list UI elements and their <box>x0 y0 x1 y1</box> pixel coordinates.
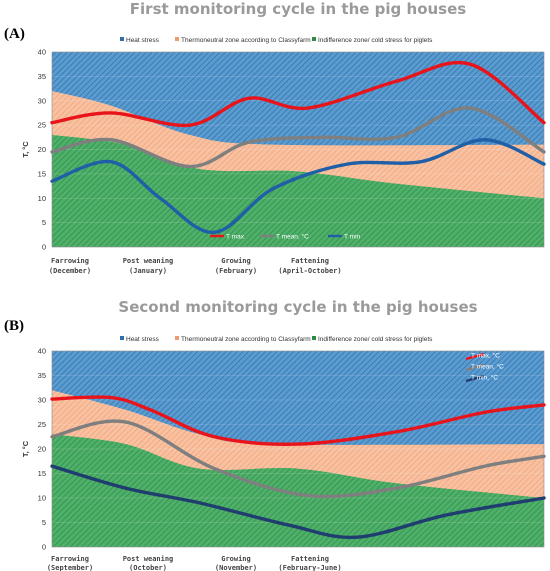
legend-swatch <box>312 336 316 340</box>
legend-swatch <box>175 37 179 41</box>
y-tick-label: 10 <box>38 194 46 203</box>
x-category-sublabel: (April-October) <box>278 267 341 275</box>
legend-label: Thermoneutral zone according to Classyfa… <box>181 336 311 343</box>
y-tick-label: 0 <box>42 543 46 552</box>
x-category-label: Post weaning <box>123 555 174 563</box>
x-category-sublabel: (November) <box>215 564 257 571</box>
y-tick-label: 40 <box>38 48 46 57</box>
chart-title: Second monitoring cycle in the pig house… <box>118 298 477 316</box>
panel-label: (B) <box>4 318 24 334</box>
y-tick-label: 35 <box>38 72 46 81</box>
y-tick-label: 15 <box>38 469 46 478</box>
x-category-label: Growing <box>221 555 251 563</box>
chart-panel-b: Second monitoring cycle in the pig house… <box>4 298 546 571</box>
legend-label: Thermoneutral zone according to Classyfa… <box>181 37 311 44</box>
y-tick-label: 40 <box>38 347 46 356</box>
y-tick-label: 35 <box>38 371 46 380</box>
x-category-sublabel: (January) <box>129 267 167 275</box>
y-tick-label: 30 <box>38 96 46 105</box>
y-axis-label: T, °C <box>21 440 30 457</box>
series-line-t-mean-c <box>50 419 546 499</box>
series-legend-label: T mean, °C <box>471 363 504 371</box>
x-category-label: Farrowing <box>51 257 89 265</box>
series-line-t-min <box>50 138 546 235</box>
x-category-label: Growing <box>221 257 251 265</box>
y-axis-label: T, °C <box>21 141 30 158</box>
x-category-sublabel: (February-June) <box>278 564 341 571</box>
x-category-label: Post weaning <box>123 257 174 265</box>
x-category-sublabel: (February) <box>215 267 257 275</box>
series-legend-swatch <box>465 374 485 383</box>
plot-border <box>51 51 545 248</box>
legend-swatch <box>175 336 179 340</box>
y-tick-label: 5 <box>42 518 46 527</box>
plot-border <box>51 350 545 548</box>
x-category-label: Farrowing <box>51 555 89 563</box>
y-tick-label: 0 <box>42 243 46 252</box>
panel-label: (A) <box>4 26 25 42</box>
legend-swatch <box>120 336 124 340</box>
legend-swatch <box>120 37 124 41</box>
y-tick-label: 20 <box>38 145 46 154</box>
y-tick-label: 15 <box>38 169 46 178</box>
legend-swatch <box>312 37 316 41</box>
legend-label: Indifference zone/ cold stress for pigle… <box>318 336 433 343</box>
series-legend-label: T min, °C <box>471 374 498 382</box>
series-legend-label: T max <box>226 233 245 240</box>
chart-title: First monitoring cycle in the pig houses <box>130 0 467 18</box>
legend-label: Heat stress <box>126 37 160 44</box>
series-line-t-min-c <box>50 464 546 540</box>
series-legend-label: T mean, °C <box>276 232 309 240</box>
y-tick-label: 25 <box>38 121 46 130</box>
y-tick-label: 25 <box>38 420 46 429</box>
x-category-label: Fattening <box>291 555 329 563</box>
legend-label: Heat stress <box>126 336 160 343</box>
y-tick-label: 10 <box>38 494 46 503</box>
x-category-label: Fattening <box>291 257 329 265</box>
series-line-t-max-c <box>50 395 546 446</box>
legend-label: Indifference zone/ cold stress for pigle… <box>318 37 433 44</box>
x-category-sublabel: (October) <box>129 564 167 571</box>
indifference-zone <box>52 434 544 547</box>
series-legend-swatch <box>465 352 485 361</box>
x-category-sublabel: (September) <box>47 564 93 571</box>
series-legend-label: T min <box>344 233 361 240</box>
chart-panel-a: First monitoring cycle in the pig houses… <box>4 0 546 275</box>
y-tick-label: 5 <box>42 218 46 227</box>
series-line-t-max <box>50 60 546 128</box>
y-tick-label: 20 <box>38 445 46 454</box>
x-category-sublabel: (December) <box>49 267 91 275</box>
series-line-t-mean-c <box>50 106 546 169</box>
y-tick-label: 30 <box>38 396 46 405</box>
series-legend-swatch <box>465 363 485 372</box>
series-legend-label: T max, °C <box>471 352 500 360</box>
